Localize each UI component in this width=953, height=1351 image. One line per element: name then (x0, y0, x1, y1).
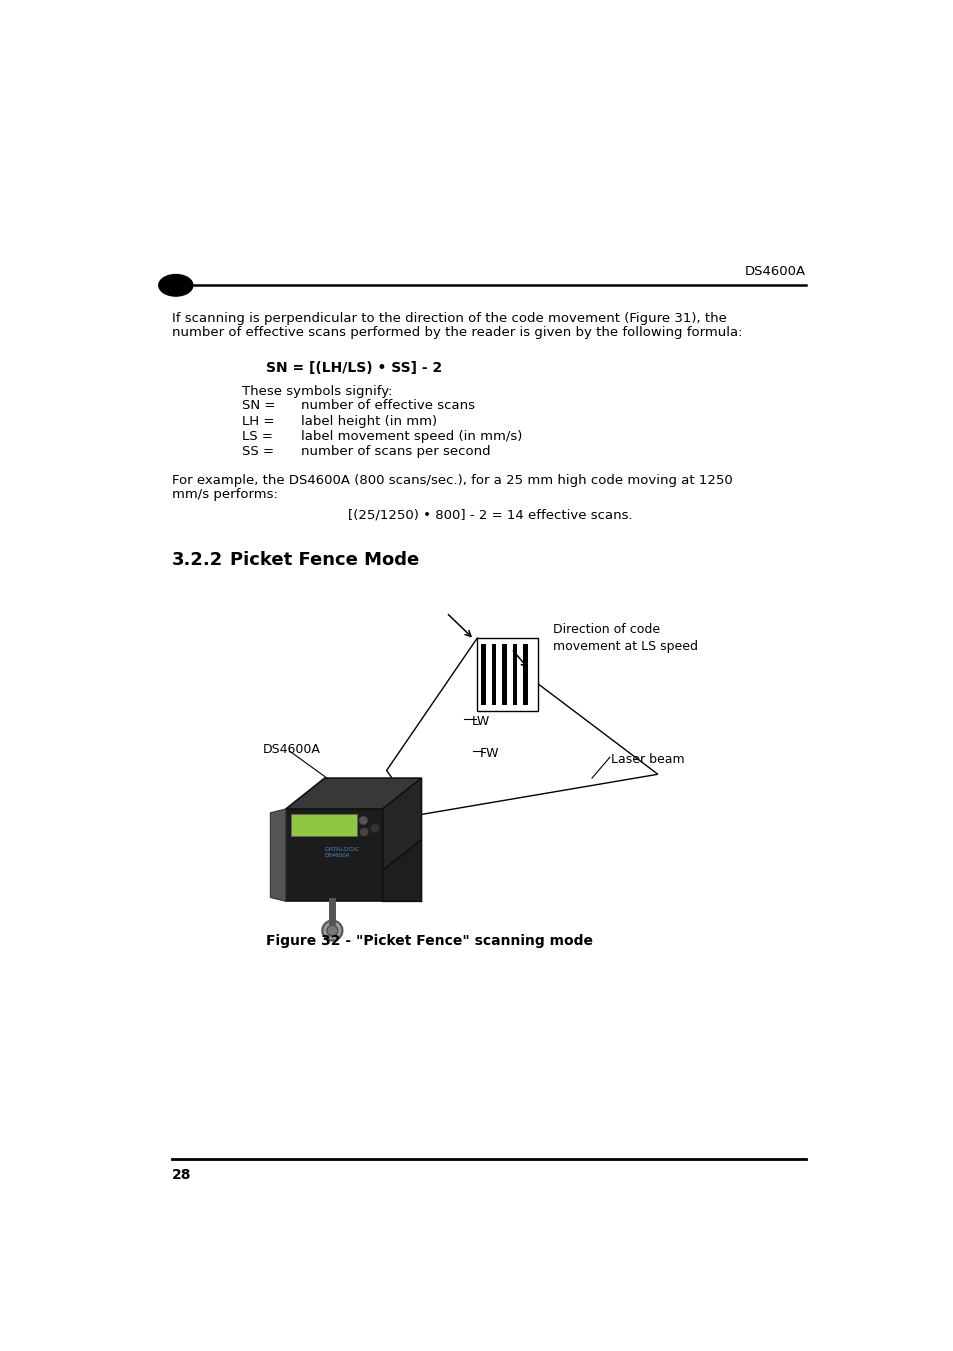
Bar (492, 644, 496, 705)
Polygon shape (382, 778, 421, 870)
Text: mm/s performs:: mm/s performs: (172, 488, 277, 501)
Text: label movement speed (in mm/s): label movement speed (in mm/s) (301, 430, 522, 443)
Text: Laser beam: Laser beam (611, 754, 684, 766)
Text: DATALOGIC: DATALOGIC (324, 847, 359, 852)
Text: LW: LW (472, 715, 490, 728)
Text: These symbols signify:: These symbols signify: (241, 385, 392, 399)
Circle shape (327, 925, 337, 936)
Text: If scanning is perpendicular to the direction of the code movement (Figure 31), : If scanning is perpendicular to the dire… (172, 312, 726, 326)
Text: Picket Fence Mode: Picket Fence Mode (230, 551, 419, 569)
Text: FW: FW (479, 747, 498, 761)
Polygon shape (382, 840, 421, 901)
Text: [(25/1250) • 800] - 2 = 14 effective scans.: [(25/1250) • 800] - 2 = 14 effective sca… (348, 508, 632, 521)
Ellipse shape (158, 274, 193, 296)
Text: number of scans per second: number of scans per second (301, 446, 491, 458)
Circle shape (370, 824, 379, 832)
Bar (476, 638, 537, 711)
Bar (501, 644, 506, 705)
Text: DS4600A: DS4600A (324, 852, 350, 858)
Text: 3.2.2: 3.2.2 (172, 551, 223, 569)
Text: SN = [(LH/LS) • SS] - 2: SN = [(LH/LS) • SS] - 2 (266, 361, 442, 374)
Bar (480, 644, 485, 705)
Text: For example, the DS4600A (800 scans/sec.), for a 25 mm high code moving at 1250: For example, the DS4600A (800 scans/sec.… (172, 474, 732, 486)
Text: SN =: SN = (241, 400, 274, 412)
Bar (291, 815, 356, 836)
Text: label height (in mm): label height (in mm) (301, 415, 437, 428)
Circle shape (322, 920, 342, 940)
Bar (522, 644, 527, 705)
Text: DS4600A: DS4600A (262, 743, 320, 757)
Text: LH =: LH = (241, 415, 274, 428)
Text: number of effective scans performed by the reader is given by the following form: number of effective scans performed by t… (172, 326, 741, 339)
Text: number of effective scans: number of effective scans (301, 400, 475, 412)
Text: LS =: LS = (241, 430, 273, 443)
Polygon shape (286, 778, 421, 809)
Bar (513, 644, 517, 705)
Polygon shape (270, 809, 286, 901)
Circle shape (358, 816, 368, 825)
Text: SS =: SS = (241, 446, 274, 458)
Text: Direction of code
movement at LS speed: Direction of code movement at LS speed (553, 623, 698, 653)
Text: DS4600A: DS4600A (744, 265, 805, 277)
Polygon shape (286, 809, 382, 901)
Text: Figure 32 - "Picket Fence" scanning mode: Figure 32 - "Picket Fence" scanning mode (266, 935, 592, 948)
Text: 3: 3 (171, 278, 181, 293)
Circle shape (359, 827, 369, 836)
Text: 28: 28 (172, 1167, 192, 1182)
